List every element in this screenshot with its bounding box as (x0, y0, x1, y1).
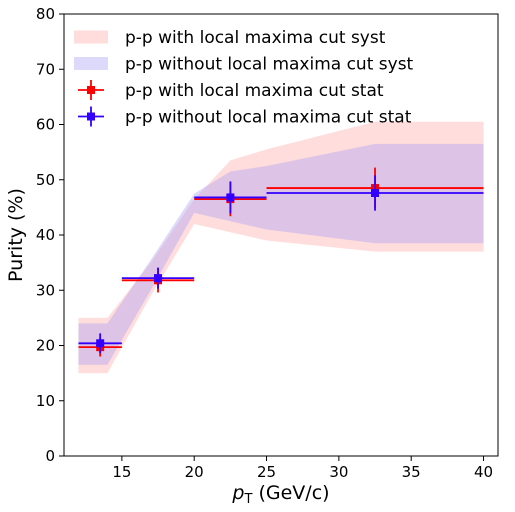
y-tick-label: 40 (36, 226, 55, 244)
y-tick-label: 80 (36, 5, 55, 23)
x-tick-label: 40 (474, 463, 493, 481)
y-tick-label: 0 (45, 447, 55, 465)
marker-p-p-without-local-maxima-cut-stat (96, 339, 105, 348)
marker-p-p-without-local-maxima-cut-stat (226, 193, 235, 202)
point-p-p-without-local-maxima-cut-stat (194, 181, 267, 214)
point-p-p-without-local-maxima-cut-stat (78, 333, 122, 354)
point-p-p-without-local-maxima-cut-stat (266, 175, 484, 211)
x-tick-label: 30 (329, 463, 348, 481)
legend-swatch (74, 57, 108, 70)
x-axis-label-main: p (231, 482, 244, 504)
legend-swatch-marker (87, 86, 95, 94)
legend-label: p-p without local maxima cut stat (125, 108, 412, 128)
y-tick-label: 20 (36, 337, 55, 355)
x-tick-label: 20 (185, 463, 204, 481)
x-tick-label: 15 (112, 463, 131, 481)
x-axis-label: pT (GeV/c) (231, 482, 329, 507)
legend-entry-p-p-with-local-maxima-cut-syst: p-p with local maxima cut syst (74, 28, 386, 48)
systematic-bands (78, 121, 484, 374)
legend-label: p-p without local maxima cut syst (125, 55, 414, 75)
band-p-p-without-local-maxima-cut-syst (78, 143, 484, 365)
marker-p-p-without-local-maxima-cut-stat (371, 189, 380, 198)
legend-label: p-p with local maxima cut syst (125, 28, 386, 48)
legend-entry-p-p-with-local-maxima-cut-stat: p-p with local maxima cut stat (78, 80, 384, 101)
marker-p-p-without-local-maxima-cut-stat (154, 274, 163, 283)
point-p-p-without-local-maxima-cut-stat (121, 267, 195, 289)
x-axis-ticks: 15 20 25 30 35 40 (112, 456, 493, 481)
legend: p-p with local maxima cut syst p-p withou… (74, 28, 414, 128)
legend-label: p-p with local maxima cut stat (125, 81, 384, 101)
legend-swatch (74, 30, 108, 44)
band-p-p-with-local-maxima-cut-syst (78, 121, 484, 374)
y-tick-label: 50 (36, 171, 55, 189)
y-axis-ticks: 0 10 20 30 40 50 60 70 80 (36, 5, 64, 465)
y-tick-label: 10 (36, 392, 55, 410)
y-axis-label: Purity (%) (5, 188, 27, 282)
y-tick-label: 30 (36, 281, 55, 299)
x-axis-label-unit: (GeV/c) (252, 482, 329, 504)
y-tick-label: 60 (36, 116, 55, 134)
legend-entry-p-p-without-local-maxima-cut-syst: p-p without local maxima cut syst (74, 55, 414, 75)
y-tick-label: 70 (36, 60, 55, 78)
stat-error-bars (78, 167, 484, 357)
x-tick-label: 25 (257, 463, 276, 481)
legend-swatch-marker (87, 112, 95, 121)
x-tick-label: 35 (402, 463, 421, 481)
x-axis-label-subscript: T (243, 492, 252, 507)
legend-entry-p-p-without-local-maxima-cut-stat: p-p without local maxima cut stat (78, 106, 412, 128)
